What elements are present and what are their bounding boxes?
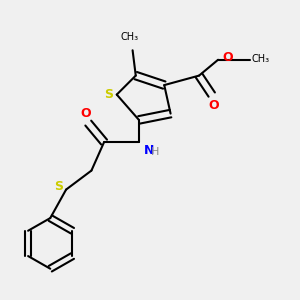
Text: N: N [144,144,154,157]
Text: O: O [208,99,219,112]
Text: CH₃: CH₃ [120,32,139,42]
Text: CH₃: CH₃ [251,54,269,64]
Text: O: O [80,107,91,120]
Text: S: S [104,88,113,101]
Text: S: S [54,180,63,193]
Text: O: O [222,51,233,64]
Text: H: H [151,147,159,157]
